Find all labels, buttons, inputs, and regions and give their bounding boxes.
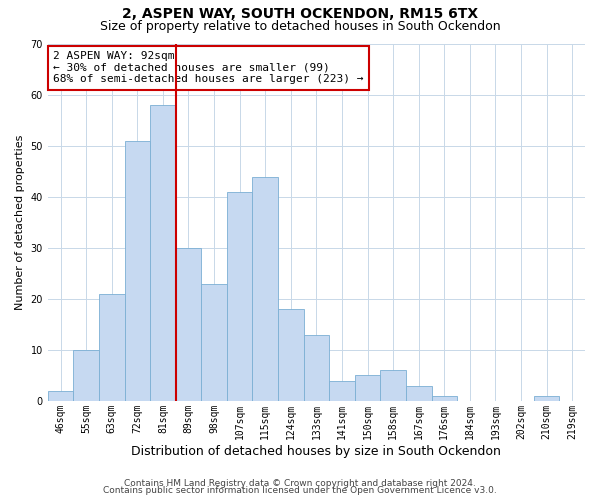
Bar [150, 105, 176, 401]
Text: Contains public sector information licensed under the Open Government Licence v3: Contains public sector information licen… [103, 486, 497, 495]
Bar [48, 390, 73, 401]
Bar [227, 192, 253, 401]
Text: 2, ASPEN WAY, SOUTH OCKENDON, RM15 6TX: 2, ASPEN WAY, SOUTH OCKENDON, RM15 6TX [122, 8, 478, 22]
Bar [534, 396, 559, 401]
Bar [304, 334, 329, 401]
Bar [201, 284, 227, 401]
Text: Size of property relative to detached houses in South Ockendon: Size of property relative to detached ho… [100, 20, 500, 33]
Bar [125, 141, 150, 401]
Bar [99, 294, 125, 401]
Bar [73, 350, 99, 401]
Bar [431, 396, 457, 401]
Bar [253, 176, 278, 401]
Text: Contains HM Land Registry data © Crown copyright and database right 2024.: Contains HM Land Registry data © Crown c… [124, 478, 476, 488]
Bar [329, 380, 355, 401]
Bar [380, 370, 406, 401]
Bar [278, 309, 304, 401]
Bar [355, 376, 380, 401]
Bar [406, 386, 431, 401]
X-axis label: Distribution of detached houses by size in South Ockendon: Distribution of detached houses by size … [131, 444, 502, 458]
Text: 2 ASPEN WAY: 92sqm
← 30% of detached houses are smaller (99)
68% of semi-detache: 2 ASPEN WAY: 92sqm ← 30% of detached hou… [53, 51, 364, 84]
Y-axis label: Number of detached properties: Number of detached properties [15, 135, 25, 310]
Bar [176, 248, 201, 401]
